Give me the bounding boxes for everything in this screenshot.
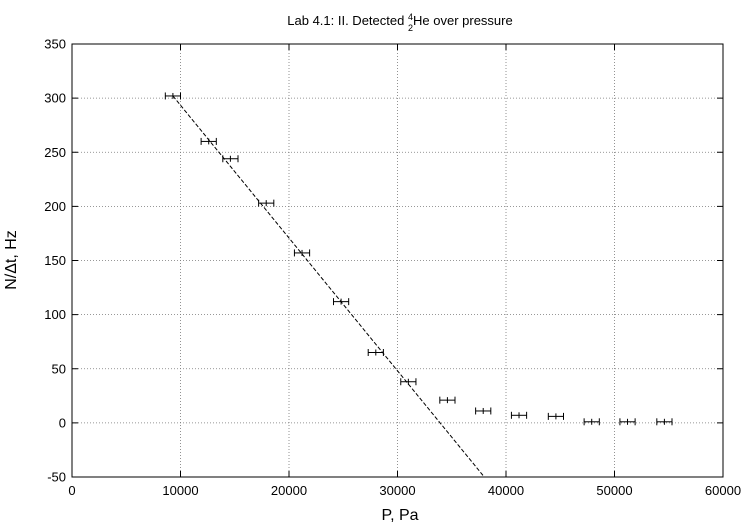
data-point	[619, 418, 636, 426]
tick-labels: 0 10000 20000 30000 40000 50000 60000-50050100…	[44, 37, 741, 499]
y-tick-label: -50	[47, 470, 66, 485]
x-axis-label: P, Pa	[381, 507, 418, 524]
x-tick-label: 30000	[379, 483, 415, 498]
y-tick-label: 50	[52, 361, 66, 376]
fit-line	[172, 95, 485, 478]
data-points	[164, 92, 673, 426]
data-point	[439, 396, 456, 404]
y-tick-label: 250	[44, 145, 66, 160]
fit-line-layer	[172, 95, 485, 478]
title-isotope-number: 2	[408, 23, 413, 33]
title-prefix: Lab 4.1: II. Detected	[287, 13, 408, 28]
data-point	[332, 298, 350, 306]
axes	[71, 43, 724, 478]
data-point	[258, 199, 275, 207]
y-tick-label: 150	[44, 253, 66, 268]
y-tick-label: 350	[44, 37, 66, 52]
y-tick-label: 0	[59, 415, 66, 430]
y-tick-label: 300	[44, 91, 66, 106]
y-axis-label: N/Δt, Hz	[3, 230, 20, 290]
chart-title: Lab 4.1: II. Detected 4 2He over pressure	[287, 12, 512, 33]
x-tick-label: 50000	[596, 483, 632, 498]
data-point	[656, 418, 673, 426]
x-tick-label: 60000	[705, 483, 741, 498]
x-tick-label: 20000	[271, 483, 307, 498]
y-tick-label: 100	[44, 307, 66, 322]
data-point	[583, 418, 600, 426]
data-point	[400, 378, 417, 386]
x-tick-label: 10000	[162, 483, 198, 498]
data-point	[222, 155, 239, 163]
data-point	[367, 349, 384, 357]
title-isotope-mass: 4	[408, 12, 413, 22]
title-suffix: over pressure	[430, 13, 513, 28]
grid	[72, 44, 723, 477]
data-point	[200, 137, 217, 145]
y-tick-label: 200	[44, 199, 66, 214]
data-point	[475, 407, 492, 415]
data-point	[164, 92, 181, 100]
data-point	[293, 249, 311, 257]
x-tick-label: 0	[68, 483, 75, 498]
data-point	[547, 412, 565, 420]
title-element: He	[413, 13, 430, 28]
x-tick-label: 40000	[488, 483, 524, 498]
data-point	[510, 411, 528, 419]
